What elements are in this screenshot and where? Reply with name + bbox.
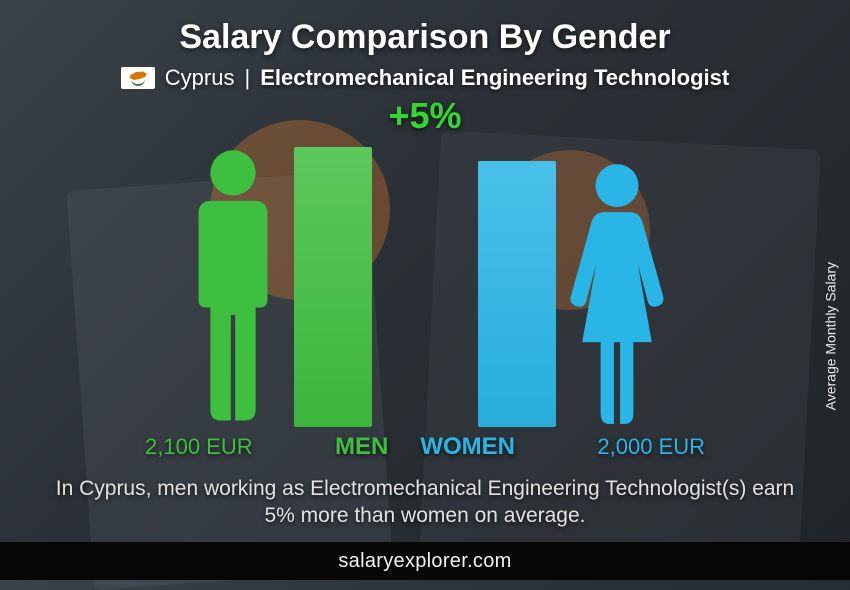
chart-area: +5% Average Monthly Salary [28,97,822,427]
men-group [178,147,372,427]
women-label: WOMEN [420,433,515,461]
men-label: MEN [335,433,388,461]
separator: | [244,65,250,91]
footer: salaryexplorer.com [0,542,850,580]
y-axis-label: Average Monthly Salary [822,262,838,410]
man-icon [178,147,288,427]
country-label: Cyprus [165,65,235,91]
infographic-container: Salary Comparison By Gender Cyprus | Ele… [0,0,850,580]
footer-text: salaryexplorer.com [338,550,511,573]
cyprus-flag-icon [121,67,155,89]
subtitle-row: Cyprus | Electromechanical Engineering T… [28,65,822,91]
men-salary-value: 2,100 EUR [145,434,253,460]
men-bar [294,147,372,427]
percent-difference-badge: +5% [388,95,461,137]
occupation-label: Electromechanical Engineering Technologi… [260,65,729,91]
women-group [478,161,672,427]
women-bar [478,161,556,427]
page-title: Salary Comparison By Gender [28,18,822,57]
woman-icon [562,161,672,427]
women-salary-value: 2,000 EUR [597,434,705,460]
explanation-text: In Cyprus, men working as Electromechani… [55,475,795,530]
labels-row: 2,100 EUR MEN WOMEN 2,000 EUR [145,433,705,461]
center-labels: MEN WOMEN [335,433,515,461]
